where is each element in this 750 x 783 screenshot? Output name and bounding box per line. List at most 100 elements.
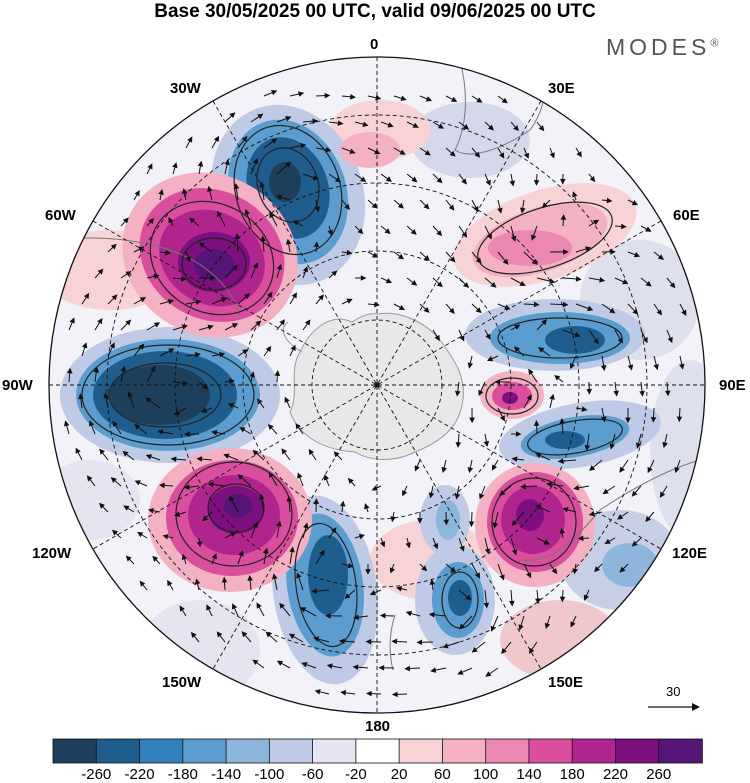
wind-vector-head	[585, 246, 592, 252]
wind-vector-head	[462, 124, 470, 130]
wind-vector-head	[399, 149, 406, 155]
wind-vector-head	[313, 241, 320, 248]
wind-vector-head	[467, 467, 474, 474]
wind-vector-head	[461, 178, 467, 185]
colorbar-swatch	[139, 738, 184, 764]
wind-vector-head	[391, 638, 398, 645]
wind-vector-head	[465, 594, 472, 601]
wind-vector-head	[391, 691, 398, 698]
wind-vector-head	[202, 383, 209, 390]
wind-vector-head	[631, 490, 638, 497]
wind-vector-head	[627, 364, 634, 371]
wind-vector-head	[216, 631, 223, 638]
wind-vector-head	[588, 511, 595, 517]
wind-vector-head	[285, 238, 292, 245]
wind-vector-head	[491, 464, 498, 471]
wind-vector-head	[167, 298, 175, 305]
wind-vector-head	[364, 503, 370, 510]
wind-vector-head	[75, 447, 81, 454]
wind-vector-head	[375, 94, 382, 101]
wind-vector-head	[398, 304, 405, 311]
wind-vector-head	[543, 539, 550, 545]
wind-vector-head	[139, 580, 146, 587]
wind-vector-head	[606, 197, 613, 204]
wind-vector-head	[303, 522, 309, 529]
wind-vector-head	[414, 465, 420, 472]
wind-vector-head	[513, 346, 521, 353]
wind-vector-head	[531, 258, 538, 265]
wind-vector-head	[243, 293, 251, 300]
modes-logo: MODES®	[606, 34, 722, 61]
wind-vector-head	[499, 489, 506, 496]
colorbar-swatch	[528, 738, 573, 764]
wind-vector-head	[202, 515, 209, 522]
wind-vector-head	[242, 349, 249, 355]
label-lon-120w: 120W	[32, 545, 72, 562]
wind-vector-head	[252, 262, 259, 269]
wind-vector-head	[340, 689, 347, 696]
wind-vector-head	[559, 417, 566, 424]
wind-vector-head	[385, 278, 393, 284]
colorbar-swatch	[312, 738, 357, 764]
wind-vector-head	[252, 449, 259, 456]
wind-vector-head	[592, 219, 600, 226]
wind-vector-head	[625, 417, 631, 424]
wind-vector-head	[344, 203, 351, 211]
wind-vector-head	[509, 600, 515, 607]
anomaly-negative-165e	[415, 545, 495, 655]
wind-vector-head	[449, 566, 457, 573]
anomaly-positive-120w	[148, 448, 312, 592]
wind-vector-head	[520, 483, 526, 490]
wind-vector-head	[526, 572, 532, 579]
wind-vector-head	[378, 665, 385, 671]
wind-vector-head	[459, 335, 465, 342]
wind-vector-head	[397, 253, 405, 260]
wind-vector-head	[360, 275, 367, 281]
wind-vector-head	[499, 415, 505, 422]
wind-vector-head	[549, 152, 555, 159]
wind-vector-head	[390, 516, 396, 523]
wind-vector-head	[312, 118, 319, 124]
wind-vector-head	[474, 572, 481, 579]
wind-vector-head	[69, 317, 75, 324]
wind-vector-head	[349, 148, 356, 154]
wind-vector-head	[365, 638, 372, 645]
colorbar-swatch	[485, 738, 530, 764]
wind-vector-head	[509, 180, 516, 187]
modes-logo-text: MODES	[606, 34, 711, 60]
colorbar-swatch	[571, 738, 617, 764]
wind-vector-head	[224, 159, 230, 166]
south-america-outline	[59, 237, 241, 316]
wind-vector-head	[676, 416, 683, 423]
wind-vector-head	[145, 397, 152, 403]
wind-vector-head	[180, 276, 187, 282]
wind-vector-head	[198, 242, 206, 249]
wind-vector-head	[387, 122, 394, 128]
wind-vector-head	[127, 391, 133, 398]
wind-vector-head	[423, 203, 430, 210]
wind-vector-head	[148, 217, 155, 225]
colorbar-tick-label: 140	[516, 766, 542, 783]
wind-vector-head	[389, 567, 396, 574]
wind-vector-head	[241, 631, 248, 638]
wind-vector-head	[313, 498, 320, 504]
wind-vector-head	[302, 266, 309, 273]
wind-vector-head	[187, 136, 193, 143]
colorbar-swatch	[658, 738, 703, 764]
wind-vector-head	[659, 491, 666, 498]
wind-vector-head	[396, 586, 403, 592]
wind-vector-head	[325, 147, 332, 153]
wind-vector-head	[511, 549, 518, 556]
anomaly-negative-100e	[499, 400, 661, 470]
wind-vector-head	[662, 442, 668, 449]
wind-vector-head	[469, 417, 475, 424]
wind-vector-head	[483, 440, 490, 447]
wind-vector-head	[448, 307, 455, 314]
wind-vector-head	[324, 613, 331, 619]
wind-vector-head	[599, 277, 606, 283]
wind-vector-head	[260, 235, 266, 242]
reference-vector-arrow	[648, 703, 700, 711]
wind-vector-head	[425, 96, 433, 102]
wind-vector-head	[110, 243, 117, 250]
wind-vector-head	[232, 264, 239, 271]
